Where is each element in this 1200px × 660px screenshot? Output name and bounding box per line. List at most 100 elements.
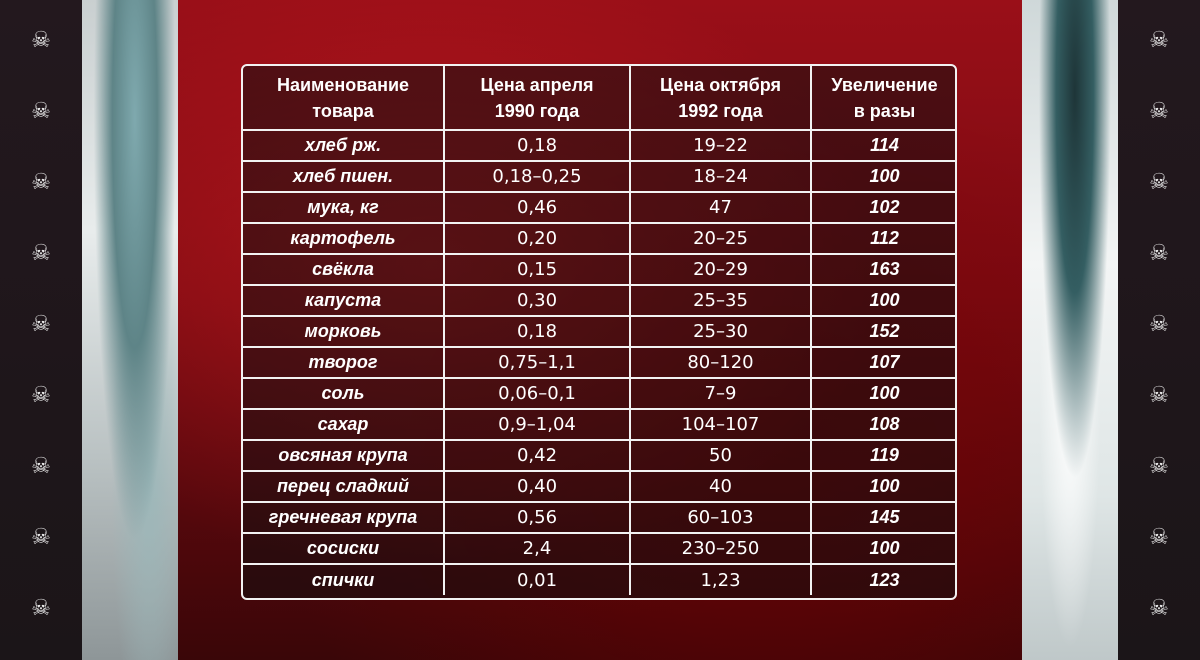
cell-increase: 100 — [811, 378, 955, 410]
cell-april: 0,18 — [444, 130, 631, 162]
right-decor-strip — [1118, 0, 1200, 660]
skull-crossbones-icon: ☠ — [31, 525, 51, 550]
cell-name: овсяная крупа — [243, 440, 445, 472]
cell-increase: 123 — [869, 569, 900, 590]
cell-name: соль — [243, 378, 445, 410]
header-october-line1: Цена октября — [660, 74, 781, 95]
cell-name: мука, кг — [243, 192, 445, 224]
skull-crossbones-icon: ☠ — [31, 596, 51, 621]
skull-crossbones-icon: ☠ — [1149, 454, 1169, 479]
header-name-line1: Наименование — [276, 74, 410, 95]
skull-crossbones-icon: ☠ — [1149, 383, 1169, 408]
skull-crossbones-icon: ☠ — [1149, 170, 1169, 195]
table-row: овсяная крупа 0,42 50 119 — [243, 440, 955, 472]
cell-october: 18–24 — [630, 161, 812, 193]
table-row: морковь 0,18 25–30 152 — [243, 316, 955, 348]
cell-april: 0,40 — [444, 471, 631, 503]
table-row: сахар 0,9–1,04 104–107 108 — [243, 409, 955, 441]
skull-crossbones-icon: ☠ — [1149, 596, 1169, 621]
cell-name: хлеб рж. — [243, 130, 445, 162]
cell-name: свёкла — [243, 254, 445, 286]
skull-crossbones-icon: ☠ — [31, 170, 51, 195]
header-april: Цена апреля 1990 года — [444, 66, 631, 131]
cell-increase: 102 — [811, 192, 955, 224]
header-april-line2: 1990 года — [494, 100, 580, 121]
skull-crossbones-icon: ☠ — [31, 454, 51, 479]
table-row: соль 0,06–0,1 7–9 100 — [243, 378, 955, 410]
cell-name: морковь — [243, 316, 445, 348]
cell-october: 230–250 — [630, 533, 812, 565]
cell-october: 25–30 — [630, 316, 812, 348]
cell-april: 0,01 — [444, 564, 631, 595]
skull-crossbones-icon: ☠ — [1149, 99, 1169, 124]
table-row: хлеб рж. 0,18 19–22 114 — [243, 130, 955, 162]
cell-increase: 119 — [811, 440, 955, 472]
cell-october: 7–9 — [630, 378, 812, 410]
table-row: гречневая крупа 0,56 60–103 145 — [243, 502, 955, 534]
table-row: капуста 0,30 25–35 100 — [243, 285, 955, 317]
table-row: мука, кг 0,46 47 102 — [243, 192, 955, 224]
skull-crossbones-icon: ☠ — [1149, 525, 1169, 550]
cell-name: картофель — [243, 223, 445, 255]
cell-increase: 145 — [811, 502, 955, 534]
cell-increase: 107 — [811, 347, 955, 379]
cell-april: 0,15 — [444, 254, 631, 286]
cell-april: 0,9–1,04 — [444, 409, 631, 441]
cell-name: творог — [243, 347, 445, 379]
table-row: свёкла 0,15 20–29 163 — [243, 254, 955, 286]
cell-name: гречневая крупа — [243, 502, 445, 534]
table-header-row: Наименование товара Цена апреля 1990 года … — [243, 66, 955, 131]
cell-increase: 100 — [811, 285, 955, 317]
skull-crossbones-icon: ☠ — [1149, 28, 1169, 53]
cell-name: перец сладкий — [243, 471, 445, 503]
cell-october: 47 — [630, 192, 812, 224]
header-increase: Увеличение в разы — [811, 66, 955, 131]
header-increase-line2: в разы — [853, 100, 916, 121]
cell-name: сосиски — [243, 533, 445, 565]
table-row: картофель 0,20 20–25 112 — [243, 223, 955, 255]
cell-october: 60–103 — [630, 502, 812, 534]
cell-name: сахар — [243, 409, 445, 441]
cell-april: 0,56 — [444, 502, 631, 534]
cell-april: 0,46 — [444, 192, 631, 224]
skull-crossbones-icon: ☠ — [31, 383, 51, 408]
cell-april: 0,42 — [444, 440, 631, 472]
cell-increase: 114 — [811, 130, 955, 162]
header-name-line2: товара — [312, 100, 374, 121]
cell-increase: 100 — [811, 533, 955, 565]
cell-october: 80–120 — [630, 347, 812, 379]
cell-april: 0,18–0,25 — [444, 161, 631, 193]
cell-increase: 100 — [811, 471, 955, 503]
cell-increase: 163 — [811, 254, 955, 286]
header-increase-line1: Увеличение — [831, 74, 938, 95]
cell-october: 1,23 — [630, 564, 812, 595]
header-october-line2: 1992 года — [678, 100, 763, 121]
cell-april: 0,30 — [444, 285, 631, 317]
cell-april: 0,20 — [444, 223, 631, 255]
price-table-panel: Наименование товара Цена апреля 1990 года … — [241, 64, 957, 600]
cell-april: 0,18 — [444, 316, 631, 348]
cell-increase: 112 — [811, 223, 955, 255]
cell-october: 50 — [630, 440, 812, 472]
cell-name: капуста — [243, 285, 445, 317]
table-row: творог 0,75–1,1 80–120 107 — [243, 347, 955, 379]
cell-october: 104–107 — [630, 409, 812, 441]
cell-name: спички — [243, 564, 445, 595]
right-photo — [1022, 0, 1118, 660]
cell-october: 25–35 — [630, 285, 812, 317]
cell-name: хлеб пшен. — [243, 161, 445, 193]
skull-crossbones-icon: ☠ — [31, 312, 51, 337]
header-october: Цена октября 1992 года — [630, 66, 812, 131]
left-photo — [82, 0, 178, 660]
cell-october: 20–29 — [630, 254, 812, 286]
header-april-line1: Цена апреля — [480, 74, 594, 95]
skull-crossbones-icon: ☠ — [1149, 241, 1169, 266]
skull-crossbones-icon: ☠ — [1149, 312, 1169, 337]
table-row: перец сладкий 0,40 40 100 — [243, 471, 955, 503]
skull-crossbones-icon: ☠ — [31, 241, 51, 266]
skull-crossbones-icon: ☠ — [31, 99, 51, 124]
skull-crossbones-icon: ☠ — [31, 28, 51, 53]
cell-april: 0,75–1,1 — [444, 347, 631, 379]
table-row: хлеб пшен. 0,18–0,25 18–24 100 — [243, 161, 955, 193]
cell-increase: 100 — [811, 161, 955, 193]
